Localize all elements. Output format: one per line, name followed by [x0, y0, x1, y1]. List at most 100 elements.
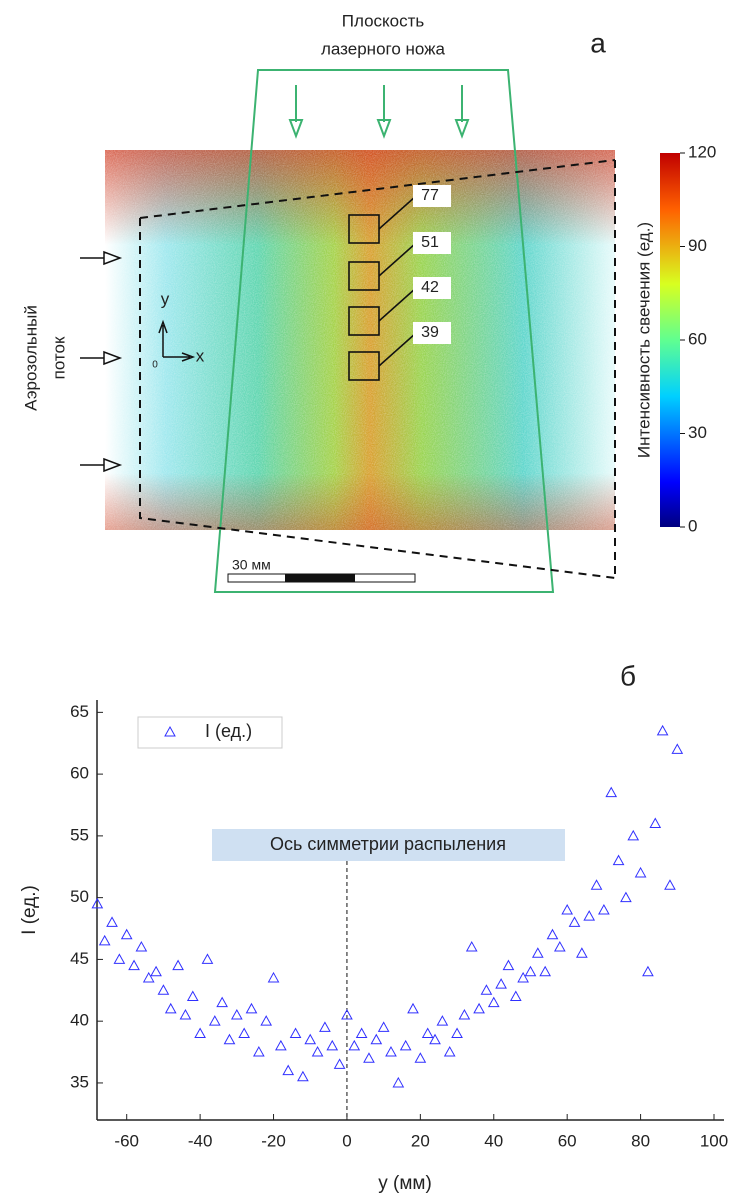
scatter-point: [164, 1002, 177, 1014]
scatter-point: [157, 984, 170, 995]
scatter-point: [128, 959, 140, 971]
scatter-point: [319, 1021, 331, 1032]
scatter-point: [186, 990, 199, 1001]
scatter-point: [326, 1039, 339, 1051]
scatter-point: [201, 953, 214, 964]
scatter-point: [620, 891, 632, 903]
scatter-point: [627, 829, 640, 841]
laser-arrows: [288, 85, 470, 139]
scatter-point: [517, 971, 529, 983]
colorbar: [660, 153, 680, 527]
title-line: лазерного ножа: [321, 39, 446, 58]
x-axis-label: y (мм): [378, 1173, 432, 1194]
scatter-point: [524, 965, 537, 977]
scatter-point: [179, 1008, 192, 1020]
scatter-point: [385, 1046, 397, 1057]
scatter-point: [355, 1027, 368, 1039]
scatter-point: [135, 941, 148, 952]
scatter-point: [304, 1033, 317, 1045]
scatter-point: [539, 965, 552, 977]
laser-plane: [213, 69, 555, 593]
box-value: 42: [421, 279, 439, 296]
box-value: 77: [421, 187, 439, 204]
axis-icon-y: y: [161, 289, 170, 308]
scatter-point: [509, 990, 522, 1001]
scatter-point: [113, 953, 126, 964]
scatter-point: [436, 1015, 449, 1026]
colorbar-tick-label: 120: [688, 142, 716, 161]
annotation-box: [212, 829, 565, 861]
box-value: 39: [421, 324, 439, 341]
box-label-bg: [413, 232, 451, 254]
scatter-point: [363, 1052, 375, 1063]
scatter-point: [399, 1039, 412, 1051]
scatter-point: [649, 817, 662, 829]
scatter-point: [377, 1021, 390, 1032]
x-tick-label: 0: [342, 1131, 351, 1150]
scatter-point: [194, 1027, 206, 1039]
box-label-bg: [413, 277, 451, 299]
scatter-point: [590, 879, 603, 890]
scatter-point: [583, 910, 596, 921]
scatter-point: [216, 996, 228, 1008]
x-tick-label: 60: [558, 1131, 577, 1150]
scatter-point: [495, 978, 507, 989]
panel-label: б: [620, 660, 636, 691]
box-label-bg: [413, 185, 451, 207]
colorbar-tick-label: 0: [688, 516, 697, 535]
x-tick-label: 20: [411, 1131, 430, 1150]
scatter-point: [106, 916, 118, 927]
scatter-point: [671, 743, 684, 754]
scatter-point: [664, 879, 676, 890]
scatter-point: [487, 996, 500, 1008]
box-label-bg: [413, 322, 451, 344]
scatter-point: [553, 941, 566, 952]
scatter-point: [120, 928, 133, 940]
annotation: Ось симметрии распыления: [270, 834, 506, 854]
y-axis-label: I (ед.): [19, 885, 40, 935]
scatter-point: [172, 959, 184, 971]
side-label: поток: [49, 336, 68, 379]
scatter-point: [421, 1027, 434, 1039]
scatter-point: [245, 1002, 258, 1014]
scale-bar-label: 30 мм: [232, 557, 271, 573]
scatter-point: [267, 971, 280, 983]
scatter-point: [568, 916, 581, 927]
scatter-point: [392, 1076, 405, 1088]
scatter-point: [502, 959, 515, 971]
sample-boxes: [348, 195, 417, 381]
scatter-point: [612, 854, 625, 866]
scatter-point: [414, 1052, 427, 1063]
scatter-point: [634, 866, 647, 878]
scatter-point: [208, 1015, 221, 1026]
y-tick-label: 45: [70, 949, 89, 968]
scatter-point: [91, 897, 104, 909]
scatter-point: [458, 1008, 471, 1020]
panel-a: Плоскость лазерного ножа а Аэрозольный п…: [21, 11, 653, 593]
x-tick-label: -40: [188, 1131, 213, 1150]
x-tick-label: 40: [484, 1131, 503, 1150]
scatter-point: [282, 1064, 295, 1076]
scatter-point: [297, 1070, 309, 1082]
scatter-point: [407, 1002, 419, 1014]
legend-box: [137, 716, 283, 749]
scatter-point: [605, 786, 618, 798]
scatter-point: [546, 928, 559, 940]
y-tick-label: 60: [70, 764, 89, 783]
x-tick-label: 100: [700, 1131, 728, 1150]
scatter-point: [341, 1008, 353, 1020]
scatter-point: [311, 1046, 324, 1057]
legend-marker: [164, 725, 176, 737]
scatter-point: [223, 1033, 236, 1045]
y-tick-label: 65: [70, 702, 89, 721]
scatter-point: [289, 1027, 302, 1039]
box-value: 51: [421, 234, 439, 251]
scatter-point: [642, 965, 654, 977]
spray-noise: [105, 150, 615, 530]
scatter-point: [142, 971, 155, 983]
measurement-region: [139, 159, 616, 579]
panel-label: а: [590, 27, 606, 58]
scatter-point: [238, 1027, 251, 1039]
x-tick-label: -60: [114, 1131, 139, 1150]
